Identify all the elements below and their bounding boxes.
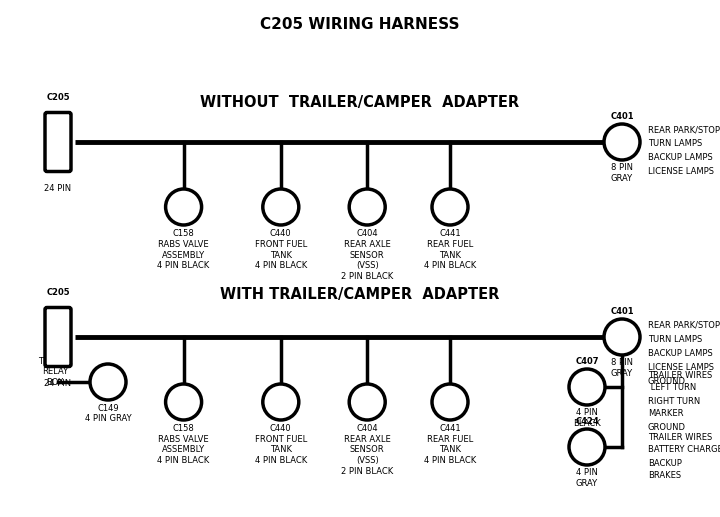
Circle shape xyxy=(166,189,202,225)
Circle shape xyxy=(349,384,385,420)
Circle shape xyxy=(604,319,640,355)
Text: REAR PARK/STOP: REAR PARK/STOP xyxy=(648,321,720,329)
Text: BACKUP LAMPS: BACKUP LAMPS xyxy=(648,348,713,357)
Text: C401: C401 xyxy=(610,112,634,121)
Circle shape xyxy=(349,189,385,225)
FancyBboxPatch shape xyxy=(45,113,71,172)
Text: GROUND: GROUND xyxy=(648,376,686,386)
Text: C158
RABS VALVE
ASSEMBLY
4 PIN BLACK: C158 RABS VALVE ASSEMBLY 4 PIN BLACK xyxy=(158,424,210,465)
FancyBboxPatch shape xyxy=(45,308,71,367)
Circle shape xyxy=(263,384,299,420)
Text: C440
FRONT FUEL
TANK
4 PIN BLACK: C440 FRONT FUEL TANK 4 PIN BLACK xyxy=(255,229,307,270)
Text: 8 PIN
GRAY: 8 PIN GRAY xyxy=(611,358,633,378)
Text: TRAILER WIRES: TRAILER WIRES xyxy=(648,371,712,379)
Text: C424: C424 xyxy=(575,417,599,426)
Text: 4 PIN
BLACK: 4 PIN BLACK xyxy=(573,408,601,428)
Circle shape xyxy=(432,189,468,225)
Text: TURN LAMPS: TURN LAMPS xyxy=(648,334,702,343)
Text: C407: C407 xyxy=(575,357,599,366)
Circle shape xyxy=(90,364,126,400)
Circle shape xyxy=(604,124,640,160)
Text: LEFT TURN: LEFT TURN xyxy=(648,384,696,392)
Circle shape xyxy=(569,369,605,405)
Text: LICENSE LAMPS: LICENSE LAMPS xyxy=(648,362,714,372)
Text: MARKER: MARKER xyxy=(648,409,683,418)
Text: C440
FRONT FUEL
TANK
4 PIN BLACK: C440 FRONT FUEL TANK 4 PIN BLACK xyxy=(255,424,307,465)
Text: BACKUP: BACKUP xyxy=(648,459,682,467)
Circle shape xyxy=(569,429,605,465)
Text: RIGHT TURN: RIGHT TURN xyxy=(648,397,701,405)
Text: GROUND: GROUND xyxy=(648,422,686,432)
Text: C404
REAR AXLE
SENSOR
(VSS)
2 PIN BLACK: C404 REAR AXLE SENSOR (VSS) 2 PIN BLACK xyxy=(341,229,393,281)
Text: BATTERY CHARGE: BATTERY CHARGE xyxy=(648,446,720,454)
Text: BACKUP LAMPS: BACKUP LAMPS xyxy=(648,154,713,162)
Circle shape xyxy=(166,384,202,420)
Text: 8 PIN
GRAY: 8 PIN GRAY xyxy=(611,163,633,183)
Text: WITH TRAILER/CAMPER  ADAPTER: WITH TRAILER/CAMPER ADAPTER xyxy=(220,287,500,302)
Text: TURN LAMPS: TURN LAMPS xyxy=(648,140,702,148)
Text: 24 PIN: 24 PIN xyxy=(45,184,71,193)
Text: TRAILER WIRES: TRAILER WIRES xyxy=(648,433,712,442)
Text: C158
RABS VALVE
ASSEMBLY
4 PIN BLACK: C158 RABS VALVE ASSEMBLY 4 PIN BLACK xyxy=(158,229,210,270)
Text: C401: C401 xyxy=(610,307,634,316)
Text: LICENSE LAMPS: LICENSE LAMPS xyxy=(648,168,714,176)
Text: BRAKES: BRAKES xyxy=(648,472,681,480)
Text: 4 PIN
GRAY: 4 PIN GRAY xyxy=(576,468,598,488)
Text: TRAILER
RELAY
BOX: TRAILER RELAY BOX xyxy=(37,357,72,387)
Text: C404
REAR AXLE
SENSOR
(VSS)
2 PIN BLACK: C404 REAR AXLE SENSOR (VSS) 2 PIN BLACK xyxy=(341,424,393,476)
Text: C205: C205 xyxy=(46,93,70,102)
Text: WITHOUT  TRAILER/CAMPER  ADAPTER: WITHOUT TRAILER/CAMPER ADAPTER xyxy=(200,95,520,110)
Text: C205 WIRING HARNESS: C205 WIRING HARNESS xyxy=(260,17,460,32)
Text: C441
REAR FUEL
TANK
4 PIN BLACK: C441 REAR FUEL TANK 4 PIN BLACK xyxy=(424,229,476,270)
Text: 24 PIN: 24 PIN xyxy=(45,379,71,388)
Text: C205: C205 xyxy=(46,288,70,297)
Text: C149
4 PIN GRAY: C149 4 PIN GRAY xyxy=(85,404,131,423)
Text: REAR PARK/STOP: REAR PARK/STOP xyxy=(648,126,720,134)
Circle shape xyxy=(263,189,299,225)
Circle shape xyxy=(432,384,468,420)
Text: C441
REAR FUEL
TANK
4 PIN BLACK: C441 REAR FUEL TANK 4 PIN BLACK xyxy=(424,424,476,465)
